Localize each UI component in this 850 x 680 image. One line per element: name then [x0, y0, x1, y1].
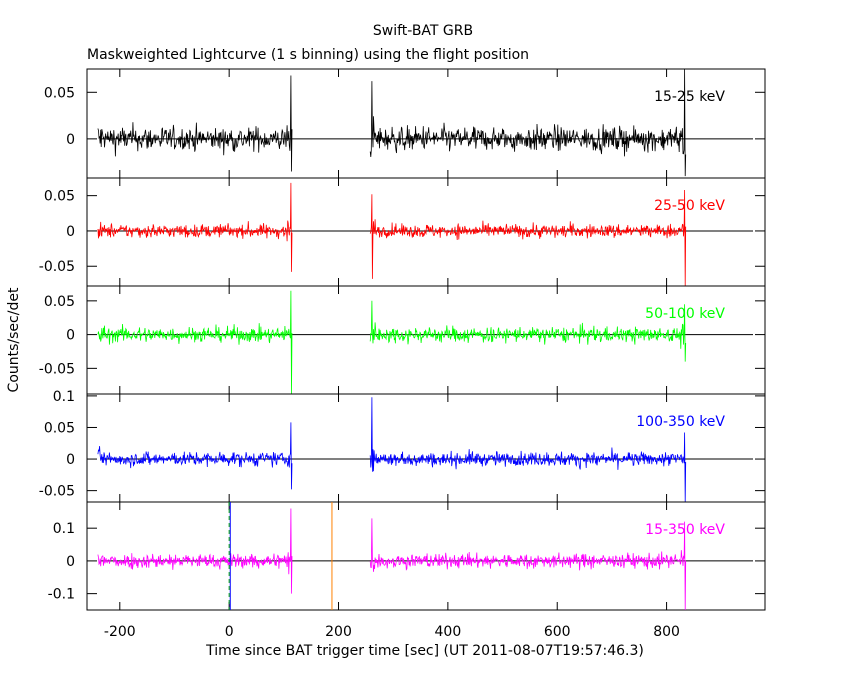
panel-3: 0.1 0.05 0 -0.05 100-350 keV	[39, 389, 766, 503]
panels-group: 0.05 0 15-25 keV 0.05 0 -0.05 25-50 keV 0.05 0 -0…	[39, 68, 766, 611]
x-tick-label: 600	[544, 624, 571, 640]
y-tick-label: 0	[66, 452, 75, 468]
y-tick-label: 0	[66, 554, 75, 570]
panel-2: 0.05 0 -0.05 50-100 keV	[39, 285, 766, 395]
y-tick-label: 0.1	[53, 521, 75, 537]
y-tick-label: 0.1	[53, 389, 75, 405]
y-tick-label: 0.05	[44, 85, 75, 101]
y-tick-label: -0.05	[39, 361, 75, 377]
y-tick-label: 0	[66, 224, 75, 240]
y-axis-label: Counts/sec/det	[6, 287, 22, 392]
series-line	[97, 182, 687, 287]
series-line	[97, 397, 687, 503]
band-label: 100-350 keV	[636, 414, 725, 430]
x-tick-label: -200	[104, 624, 136, 640]
band-label: 25-50 keV	[654, 198, 725, 214]
band-label: 15-350 keV	[645, 522, 725, 538]
panel-0: 0.05 0 15-25 keV	[44, 68, 766, 179]
band-label: 15-25 keV	[654, 89, 725, 105]
panel-frame	[86, 393, 766, 503]
x-tick-labels: -200 0 200 400 600 800	[104, 624, 680, 640]
x-axis-label: Time since BAT trigger time [sec] (UT 20…	[205, 643, 644, 659]
panel-frame	[86, 285, 766, 395]
series-line	[97, 508, 687, 611]
panel-frame	[86, 68, 766, 179]
x-tick-label: 200	[325, 624, 352, 640]
y-tick-label: -0.05	[39, 259, 75, 275]
panel-4: 0.1 0 -0.1 15-350 keV	[48, 501, 766, 611]
x-tick-label: 0	[225, 624, 234, 640]
y-tick-label: 0.05	[44, 294, 75, 310]
band-label: 50-100 keV	[645, 306, 725, 322]
chart-subtitle: Maskweighted Lightcurve (1 s binning) us…	[87, 47, 529, 63]
y-tick-label: 0.05	[44, 189, 75, 205]
x-tick-label: 400	[435, 624, 462, 640]
y-tick-label: 0	[66, 328, 75, 344]
y-tick-label: 0	[66, 132, 75, 148]
y-tick-label: -0.1	[48, 587, 75, 603]
y-tick-label: 0.05	[44, 420, 75, 436]
y-tick-label: -0.05	[39, 484, 75, 500]
x-tick-label: 800	[653, 624, 680, 640]
panel-frame	[86, 501, 766, 611]
series-line	[97, 68, 687, 177]
chart-title: Swift-BAT GRB	[373, 23, 473, 39]
series-line	[97, 290, 687, 395]
panel-1: 0.05 0 -0.05 25-50 keV	[39, 177, 766, 287]
